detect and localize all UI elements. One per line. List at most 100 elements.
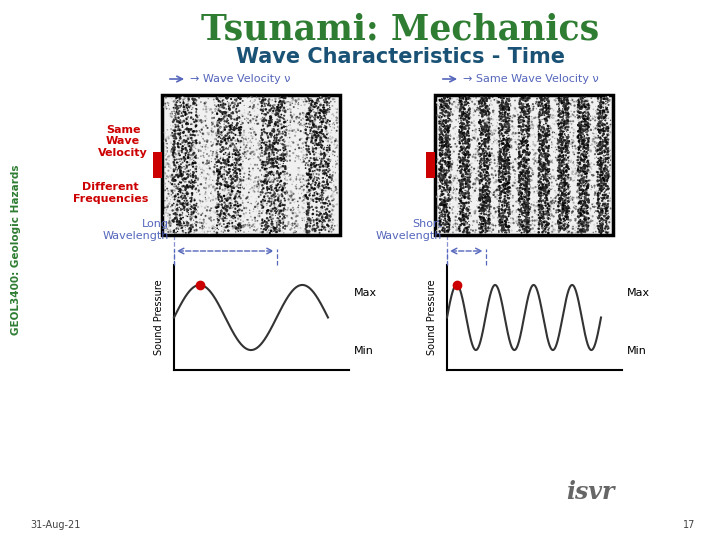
Point <box>578 178 590 187</box>
Point <box>462 156 473 164</box>
Point <box>595 138 606 146</box>
Point <box>321 193 333 202</box>
Point <box>178 108 189 117</box>
Point <box>459 161 470 170</box>
Point <box>496 174 508 183</box>
Point <box>320 205 331 214</box>
Point <box>541 183 553 192</box>
Point <box>441 220 453 228</box>
Point <box>503 106 514 114</box>
Point <box>602 147 613 156</box>
Point <box>506 102 518 110</box>
Point <box>436 167 447 176</box>
Point <box>456 172 467 181</box>
Point <box>299 191 310 200</box>
Point <box>505 140 516 149</box>
Point <box>305 167 317 176</box>
Point <box>475 144 487 153</box>
Point <box>298 210 310 218</box>
Point <box>582 105 593 114</box>
Point <box>581 182 593 191</box>
Point <box>561 156 572 164</box>
Point <box>516 113 528 122</box>
Point <box>598 106 609 115</box>
Point <box>487 173 499 182</box>
Point <box>538 184 549 192</box>
Point <box>171 171 183 179</box>
Point <box>180 131 192 140</box>
Point <box>171 167 183 176</box>
Point <box>181 147 193 156</box>
Point <box>311 161 323 170</box>
Point <box>449 98 460 106</box>
Point <box>292 119 304 128</box>
Point <box>584 176 595 185</box>
Point <box>476 130 487 139</box>
Point <box>536 203 547 212</box>
Point <box>548 106 559 114</box>
Point <box>577 112 588 120</box>
Point <box>191 139 202 147</box>
Point <box>171 206 182 214</box>
Point <box>322 213 333 222</box>
Point <box>193 186 204 195</box>
Point <box>456 104 468 112</box>
Point <box>217 214 228 223</box>
Point <box>564 227 575 235</box>
Point <box>461 208 472 217</box>
Point <box>268 101 279 110</box>
Point <box>474 152 486 161</box>
Point <box>191 199 202 208</box>
Point <box>194 206 205 215</box>
Point <box>494 136 505 145</box>
Point <box>460 136 472 145</box>
Point <box>188 153 199 162</box>
Point <box>476 186 487 194</box>
Point <box>534 133 546 141</box>
Point <box>294 110 306 119</box>
Point <box>503 156 514 165</box>
Point <box>455 123 467 131</box>
Point <box>554 151 565 159</box>
Point <box>309 169 320 178</box>
Point <box>315 127 327 136</box>
Point <box>593 156 605 165</box>
Point <box>305 181 317 190</box>
Point <box>311 97 323 106</box>
Point <box>527 193 539 201</box>
Point <box>279 99 290 107</box>
Point <box>582 109 593 117</box>
Point <box>582 119 594 128</box>
Point <box>521 180 532 189</box>
Point <box>475 133 487 142</box>
Point <box>599 191 611 200</box>
Point <box>304 228 315 237</box>
Point <box>516 142 527 151</box>
Point <box>514 176 526 185</box>
Point <box>278 215 289 224</box>
Point <box>300 128 311 137</box>
Point <box>286 198 297 206</box>
Point <box>585 112 596 120</box>
Point <box>279 179 290 188</box>
Point <box>600 193 611 201</box>
Point <box>570 173 581 181</box>
Point <box>181 201 192 210</box>
Point <box>164 198 176 206</box>
Point <box>438 220 449 228</box>
Point <box>315 114 327 123</box>
Point <box>214 103 225 111</box>
Point <box>164 212 176 221</box>
Point <box>274 191 285 200</box>
Point <box>273 112 284 120</box>
Point <box>596 224 608 232</box>
Point <box>315 133 327 142</box>
Point <box>308 221 320 230</box>
Point <box>219 211 230 219</box>
Point <box>580 177 592 186</box>
Point <box>170 171 181 179</box>
Point <box>498 180 510 188</box>
Point <box>592 222 603 231</box>
Point <box>232 153 243 162</box>
Point <box>326 186 338 195</box>
